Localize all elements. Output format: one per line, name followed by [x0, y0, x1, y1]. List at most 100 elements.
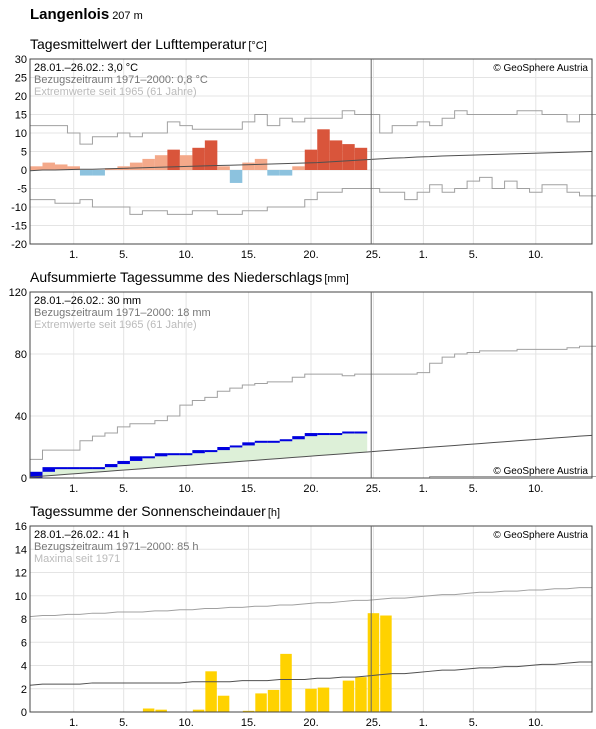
y-tick-label: 0 — [21, 165, 27, 177]
copyright-note: © GeoSphere Austria — [493, 530, 588, 541]
temperature-bar — [167, 149, 180, 170]
y-tick-label: 10 — [15, 591, 27, 603]
sunshine-bar — [342, 680, 355, 712]
temperature-bar — [67, 166, 80, 170]
temperature-unit: [°C] — [248, 40, 267, 52]
y-tick-label: 15 — [15, 110, 27, 122]
x-tick-label: 5. — [119, 483, 128, 495]
precipitation-unit: [mm] — [324, 273, 349, 285]
y-tick-label: -5 — [17, 184, 27, 196]
temperature-bar — [142, 158, 155, 170]
sunshine-bar — [205, 671, 217, 712]
precipitation-step-bar — [179, 453, 193, 456]
plot-border — [29, 58, 593, 245]
temperature-bar — [192, 147, 205, 170]
info-line: 28.01.–26.02.: 41 h — [34, 529, 129, 541]
sunshine-bar — [242, 710, 255, 712]
y-tick-label: -20 — [11, 239, 27, 251]
station-name: Langenlois — [30, 6, 110, 23]
station-header: Langenlois 207 m — [30, 6, 143, 23]
x-tick-label: 10. — [178, 249, 193, 261]
x-tick-label: 1. — [69, 717, 78, 729]
x-tick-label: 5. — [469, 249, 478, 261]
station-elevation: 207 m — [112, 10, 143, 22]
precipitation-title-text: Aufsummierte Tagessumme des Niederschlag… — [30, 269, 323, 285]
temperature-bar — [329, 140, 343, 170]
x-tick-label: 5. — [469, 483, 478, 495]
x-tick-label: 15. — [241, 483, 256, 495]
x-tick-label: 25. — [366, 483, 381, 495]
sunshine-title-text: Tagessumme der Sonnenscheindauer — [30, 503, 266, 519]
y-tick-label: 5 — [21, 147, 27, 159]
sunshine-chart-title: Tagessumme der Sonnenscheindauer [h] — [30, 503, 280, 519]
temperature-bar — [304, 149, 318, 170]
y-tick-label: 80 — [15, 349, 27, 361]
sunshine-bar — [192, 709, 205, 712]
info-line: 28.01.–26.02.: 3,0 °C — [34, 62, 138, 74]
temperature-bar — [229, 170, 243, 183]
temperature-chart-title: Tagesmittelwert der Lufttemperatur [°C] — [30, 36, 267, 52]
info-line: 28.01.–26.02.: 30 mm — [34, 295, 141, 307]
precipitation-step-bar — [154, 453, 168, 457]
y-tick-label: 120 — [9, 287, 27, 299]
x-tick-label: 20. — [303, 249, 318, 261]
extreme-max-line — [29, 587, 592, 618]
temperature-chart: 30 25 20 15 10 5 0 -5 -10 -15 -20 1. 5. 10. 15. 20. 25. 1… — [11, 54, 596, 261]
temperature-bar — [279, 170, 293, 176]
temperature-bar — [292, 166, 305, 170]
precipitation-step-bar — [67, 467, 80, 470]
sunshine-bar — [367, 613, 380, 712]
x-tick-label: 5. — [119, 717, 128, 729]
precipitation-step-bar — [217, 447, 230, 451]
y-tick-label: 40 — [15, 411, 27, 423]
info-line: Extremwerte seit 1965 (61 Jahre) — [34, 86, 197, 98]
x-tick-label: 1. — [69, 483, 78, 495]
precipitation-step-bar — [242, 442, 255, 446]
temperature-bar — [217, 166, 230, 170]
x-tick-label: 20. — [303, 483, 318, 495]
precipitation-step-bar — [329, 433, 343, 436]
temperature-bar — [242, 162, 255, 170]
precipitation-step-bar — [279, 439, 293, 442]
y-tick-label: -10 — [11, 202, 27, 214]
x-tick-label: 1. — [69, 249, 78, 261]
sunshine-bar — [267, 689, 280, 712]
precipitation-step-bar — [167, 453, 180, 456]
y-tick-label: 4 — [21, 661, 27, 673]
y-tick-label: 0 — [21, 707, 27, 719]
temperature-bar — [54, 164, 68, 170]
precipitation-step-bar — [79, 467, 93, 470]
precipitation-step-bar — [142, 456, 155, 459]
y-tick-label: 25 — [15, 73, 27, 85]
precipitation-step-bar — [30, 471, 43, 478]
temperature-bar — [129, 162, 143, 170]
x-tick-label: 15. — [241, 249, 256, 261]
info-line: Bezugszeitraum 1971–2000: 85 h — [34, 541, 199, 553]
sunshine-bar — [355, 677, 367, 712]
x-tick-label: 15. — [241, 717, 256, 729]
precipitation-step-bar — [117, 460, 130, 465]
precipitation-step-bar — [317, 433, 330, 436]
climate-mean-line — [29, 434, 593, 478]
precipitation-step-bar — [229, 445, 243, 448]
sunshine-bar — [380, 615, 392, 712]
temperature-bar — [342, 144, 355, 170]
copyright-note: © GeoSphere Austria — [493, 466, 588, 477]
precipitation-step-bar — [204, 450, 218, 453]
temperature-bar — [30, 166, 43, 170]
precipitation-step-bar — [254, 440, 268, 443]
y-tick-label: 20 — [15, 91, 27, 103]
sunshine-bar — [155, 709, 167, 712]
sunshine-chart: 16 14 12 10 8 6 4 2 0 1. 5. 10. 15. 20. 25. 1. 5. 10. 28.0… — [15, 521, 593, 729]
x-tick-label: 1. — [419, 717, 428, 729]
y-tick-label: 0 — [21, 473, 27, 485]
precipitation-surplus-area — [30, 431, 368, 478]
x-tick-label: 10. — [178, 483, 193, 495]
y-tick-label: 14 — [15, 544, 27, 556]
y-tick-label: 2 — [21, 684, 27, 696]
precipitation-step-bar — [42, 467, 55, 472]
sunshine-bar — [142, 708, 155, 712]
x-tick-label: 20. — [303, 717, 318, 729]
precipitation-step-bar — [354, 431, 368, 434]
precipitation-step-bar — [267, 440, 280, 443]
